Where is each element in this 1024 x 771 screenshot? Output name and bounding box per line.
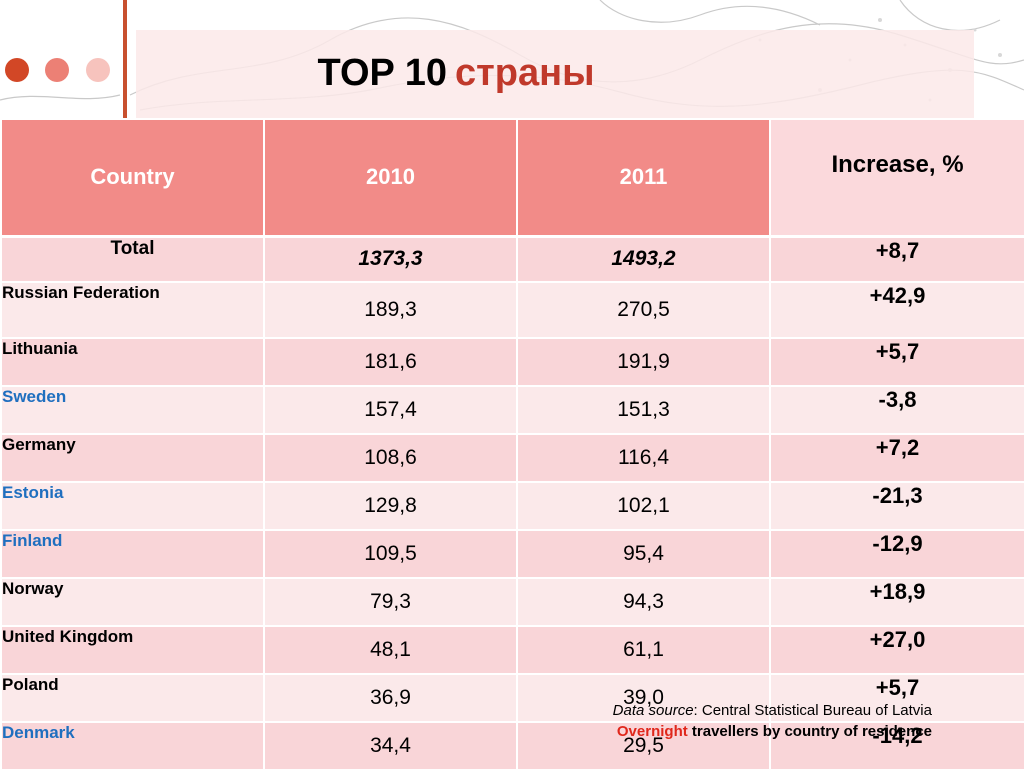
increase-cell: +18,9 (769, 577, 1024, 627)
header-2011: 2011 (516, 118, 771, 237)
increase-cell: -12,9 (769, 529, 1024, 579)
decorative-dot-1 (5, 58, 29, 82)
country-cell: United Kingdom (0, 625, 265, 675)
table-row: Poland 36,9 39,0 +5,7 (0, 673, 1024, 723)
value-2010-cell: 109,5 (263, 529, 518, 579)
country-cell: Lithuania (0, 337, 265, 387)
value-2011-cell: 61,1 (516, 625, 771, 675)
header-country: Country (0, 118, 265, 237)
value-2010-cell: 36,9 (263, 673, 518, 723)
value-2010-cell: 1373,3 (263, 235, 518, 283)
value-2010-cell: 79,3 (263, 577, 518, 627)
increase-cell: +8,7 (769, 235, 1024, 283)
table-row: Total 1373,3 1493,2 +8,7 (0, 235, 1024, 283)
increase-cell: -14,2 (769, 721, 1024, 771)
overnight-text: travellers by country of residence (687, 723, 932, 740)
value-2010-cell: 48,1 (263, 625, 518, 675)
table-header-row: Country 2010 2011 Increase, % (0, 118, 1024, 237)
data-source-note: Data source: Central Statistical Bureau … (560, 700, 932, 742)
value-2010-cell: 129,8 (263, 481, 518, 531)
increase-cell: +5,7 (769, 673, 1024, 723)
increase-cell: -3,8 (769, 385, 1024, 435)
value-2011-cell: 39,0 (516, 673, 771, 723)
value-2010-cell: 157,4 (263, 385, 518, 435)
source-text: : Central Statistical Bureau of Latvia (693, 702, 932, 719)
slide-title: TOP 10 страны (136, 52, 776, 95)
country-cell: Sweden (0, 385, 265, 435)
value-2011-cell: 116,4 (516, 433, 771, 483)
value-2011-cell: 29,5 (516, 721, 771, 771)
value-2011-cell: 151,3 (516, 385, 771, 435)
overnight-line: Overnight travellers by country of resid… (560, 721, 932, 742)
accent-vertical-line (123, 0, 127, 118)
country-cell: Poland (0, 673, 265, 723)
source-label: Data source (612, 702, 694, 719)
value-2010-cell: 189,3 (263, 281, 518, 339)
country-cell: Denmark (0, 721, 265, 771)
table-row: United Kingdom 48,1 61,1 +27,0 (0, 625, 1024, 675)
value-2011-cell: 1493,2 (516, 235, 771, 283)
country-cell: Finland (0, 529, 265, 579)
header-2010: 2010 (263, 118, 518, 237)
country-cell: Norway (0, 577, 265, 627)
table-row: Russian Federation 189,3 270,5 +42,9 (0, 281, 1024, 339)
title-band (136, 30, 974, 118)
table-row: Estonia 129,8 102,1 -21,3 (0, 481, 1024, 531)
value-2010-cell: 181,6 (263, 337, 518, 387)
top10-countries-table: Country 2010 2011 Increase, % Total 1373… (0, 118, 1024, 771)
increase-cell: +27,0 (769, 625, 1024, 675)
overnight-label: Overnight (616, 723, 688, 740)
country-cell: Estonia (0, 481, 265, 531)
increase-cell: +7,2 (769, 433, 1024, 483)
value-2011-cell: 102,1 (516, 481, 771, 531)
table-row: Lithuania 181,6 191,9 +5,7 (0, 337, 1024, 387)
value-2010-cell: 108,6 (263, 433, 518, 483)
increase-cell: +5,7 (769, 337, 1024, 387)
table-row: Norway 79,3 94,3 +18,9 (0, 577, 1024, 627)
country-cell: Total (0, 235, 265, 283)
value-2011-cell: 95,4 (516, 529, 771, 579)
table-row: Finland 109,5 95,4 -12,9 (0, 529, 1024, 579)
increase-cell: +42,9 (769, 281, 1024, 339)
value-2010-cell: 34,4 (263, 721, 518, 771)
title-accent: страны (455, 52, 595, 94)
decorative-dot-3 (86, 58, 110, 82)
title-main: TOP 10 (317, 52, 448, 94)
value-2011-cell: 191,9 (516, 337, 771, 387)
decorative-dot-2 (45, 58, 69, 82)
source-line: Data source: Central Statistical Bureau … (560, 700, 932, 721)
country-cell: Russian Federation (0, 281, 265, 339)
value-2011-cell: 270,5 (516, 281, 771, 339)
table-row: Sweden 157,4 151,3 -3,8 (0, 385, 1024, 435)
increase-cell: -21,3 (769, 481, 1024, 531)
table-row: Germany 108,6 116,4 +7,2 (0, 433, 1024, 483)
value-2011-cell: 94,3 (516, 577, 771, 627)
header-increase: Increase, % (769, 118, 1024, 237)
country-cell: Germany (0, 433, 265, 483)
table-row: Denmark 34,4 29,5 -14,2 (0, 721, 1024, 771)
